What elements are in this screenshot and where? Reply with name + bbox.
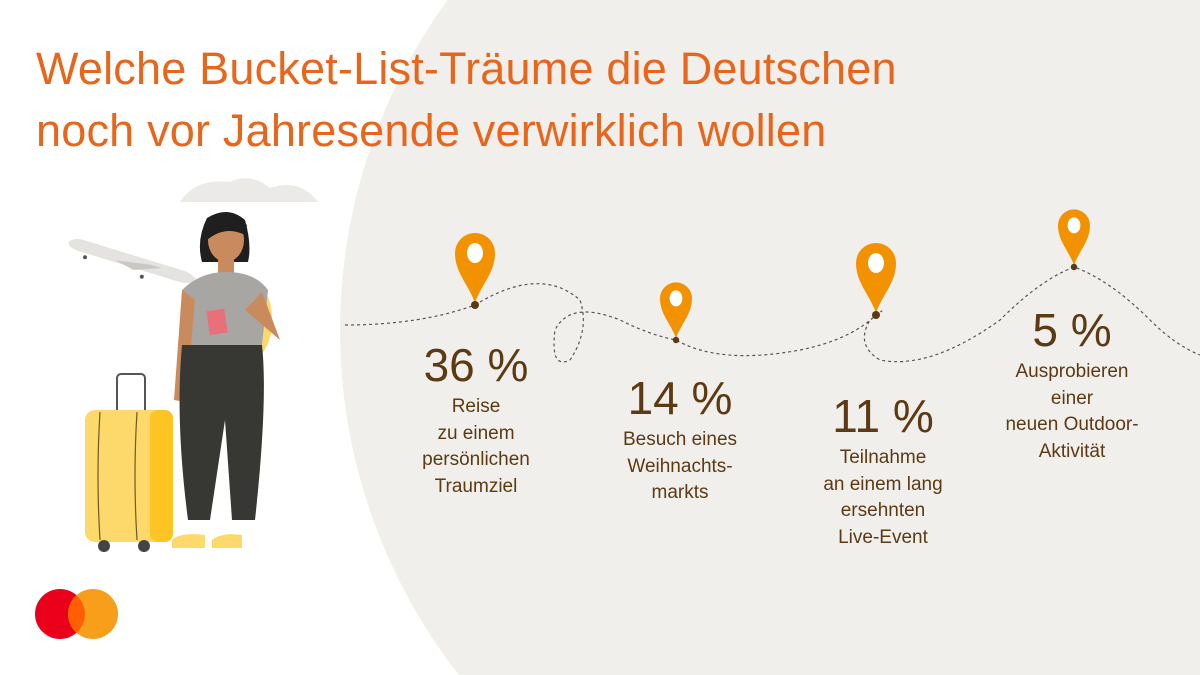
- label-line: Ausprobieren: [1015, 361, 1129, 382]
- page-title: Welche Bucket-List-Träume die Deutschen …: [36, 38, 897, 162]
- label-line: Teilnahme: [839, 447, 927, 468]
- value-label: 36 %: [423, 339, 529, 391]
- map-pin-icon: [1058, 209, 1090, 271]
- stat-item-christmas-market: 14 % Besuch eines Weihnachts- markts: [570, 373, 790, 507]
- label-line: neuen Outdoor-: [1005, 414, 1139, 435]
- label-line: zu einem: [437, 422, 515, 444]
- airplane-icon: [68, 239, 198, 284]
- value-label: 5 %: [1032, 304, 1112, 356]
- category-label: Ausprobieren einer neuen Outdoor- Aktivi…: [962, 359, 1182, 465]
- label-line: Besuch eines: [622, 429, 738, 450]
- label-line: ersehnten: [840, 500, 926, 521]
- map-pin-icon: [660, 282, 692, 344]
- value-label: 11 %: [832, 390, 934, 442]
- map-pin-icon: [856, 243, 896, 319]
- stat-item-live-event: 11 % Teilnahme an einem lang ersehnten L…: [773, 391, 993, 551]
- mastercard-logo: [35, 589, 118, 639]
- category-label: Reise zu einem persönlichen Traumziel: [366, 394, 586, 500]
- label-line: Weihnachts-: [627, 455, 733, 477]
- category-label: Besuch eines Weihnachts- markts: [570, 427, 790, 507]
- map-pin-icon: [455, 233, 495, 309]
- background-circle: [340, 0, 1200, 675]
- traveler-woman-icon: [172, 211, 280, 548]
- title-line-2: noch vor Jahresende verwirklich wollen: [36, 105, 827, 156]
- label-line: Live-Event: [838, 526, 928, 548]
- label-line: einer: [1050, 387, 1094, 409]
- suitcase-icon: [85, 373, 173, 552]
- title-line-1: Welche Bucket-List-Träume die Deutschen: [36, 43, 897, 94]
- value-label: 14 %: [627, 372, 733, 424]
- stat-item-outdoor: 5 % Ausprobieren einer neuen Outdoor- Ak…: [962, 305, 1182, 465]
- stat-item-travel: 36 % Reise zu einem persönlichen Traumzi…: [366, 340, 586, 500]
- label-line: an einem lang: [823, 473, 943, 495]
- label-line: persönlichen: [422, 449, 530, 470]
- label-line: Aktivität: [1038, 440, 1106, 462]
- label-line: Reise: [451, 396, 501, 417]
- label-line: markts: [651, 482, 709, 503]
- label-line: Traumziel: [434, 475, 518, 497]
- category-label: Teilnahme an einem lang ersehnten Live-E…: [773, 445, 993, 551]
- cloud-icon: [180, 178, 318, 202]
